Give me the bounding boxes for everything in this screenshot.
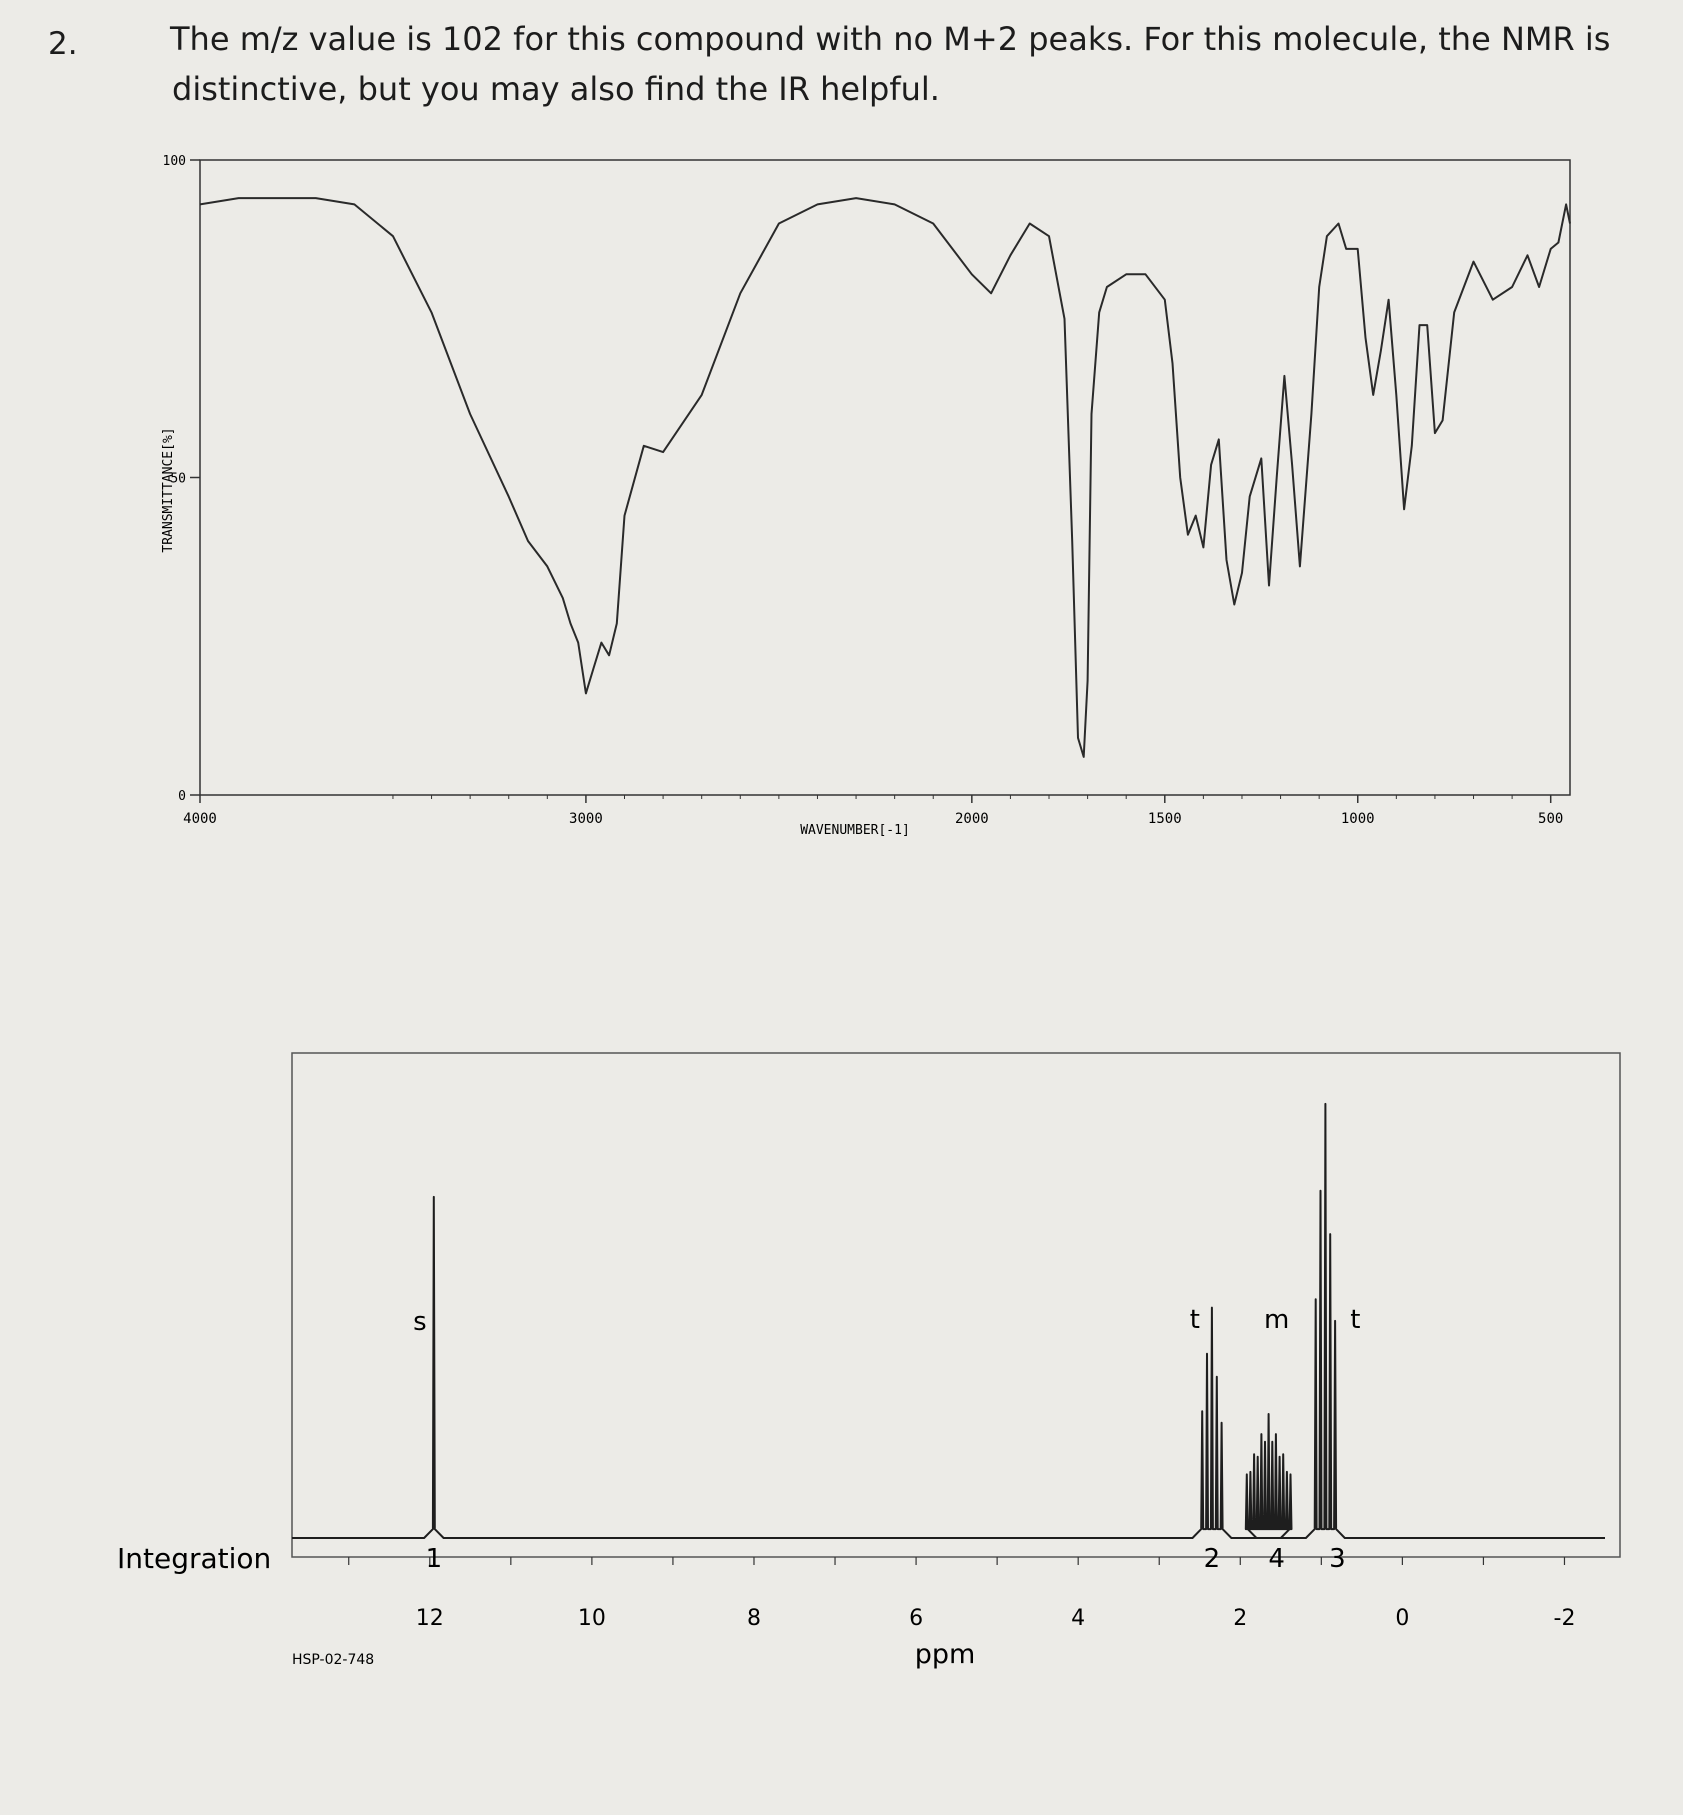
nmr-multiplicity-label-3: t [1350, 1305, 1360, 1335]
nmr-integration-value-0: 1 [426, 1544, 443, 1574]
ir-y-axis-label: TRANSMITTANCE[%] [161, 427, 176, 552]
question-text-line-2: distinctive, but you may also find the I… [172, 70, 940, 108]
nmr-integration-value-2: 4 [1268, 1544, 1285, 1574]
ir-x-tick-label-0: 4000 [183, 811, 217, 827]
nmr-x-tick-label-7: -2 [1554, 1606, 1576, 1631]
nmr-multiplicity-label-1: t [1190, 1305, 1200, 1335]
ir-x-axis-label: WAVENUMBER[-1] [800, 823, 910, 838]
question-text-line-1: The m/z value is 102 for this compound w… [170, 20, 1611, 58]
nmr-x-tick-label-6: 0 [1395, 1606, 1409, 1631]
ir-y-tick-label-0: 0 [178, 789, 186, 804]
nmr-x-tick-label-3: 6 [909, 1606, 923, 1631]
ir-x-tick-label-1: 3000 [569, 811, 603, 827]
nmr-integration-value-3: 3 [1329, 1544, 1346, 1574]
nmr-x-tick-label-2: 8 [747, 1606, 761, 1631]
nmr-x-tick-label-1: 10 [578, 1606, 606, 1631]
ir-spectrum-chart: 0 50 100 4000 3000 2000 1500 1000 500 WAVENUMBER[… [161, 154, 1571, 838]
ir-spectrum-line [199, 197, 1571, 758]
nmr-plot-frame [291, 1052, 1621, 1558]
nmr-sample-id: HSP-02-748 [292, 1652, 374, 1668]
nmr-spectrum-line [292, 1102, 1605, 1539]
question-number: 2. [48, 26, 78, 62]
question: 2. The m/z value is 102 for this compoun… [0, 0, 1683, 120]
ir-x-tick-label-4: 1000 [1341, 811, 1375, 827]
nmr-x-tick-label-5: 2 [1233, 1606, 1247, 1631]
nmr-x-tick-label-0: 12 [416, 1606, 444, 1631]
nmr-integration-value-1: 2 [1204, 1544, 1221, 1574]
ir-y-tick-label-1: 50 [170, 472, 186, 487]
nmr-integration-label: Integration [117, 1542, 271, 1575]
nmr-multiplicity-label-2: m [1264, 1305, 1289, 1335]
nmr-x-tick-label-4: 4 [1071, 1606, 1085, 1631]
ir-x-tick-label-5: 500 [1538, 811, 1563, 827]
nmr-multiplicity-label-0: s [413, 1307, 427, 1337]
nmr-x-axis-label: ppm [915, 1639, 976, 1670]
ir-x-tick-label-2: 2000 [955, 811, 989, 827]
ir-y-tick-label-2: 100 [163, 154, 186, 169]
ir-x-tick-label-3: 1500 [1148, 811, 1182, 827]
